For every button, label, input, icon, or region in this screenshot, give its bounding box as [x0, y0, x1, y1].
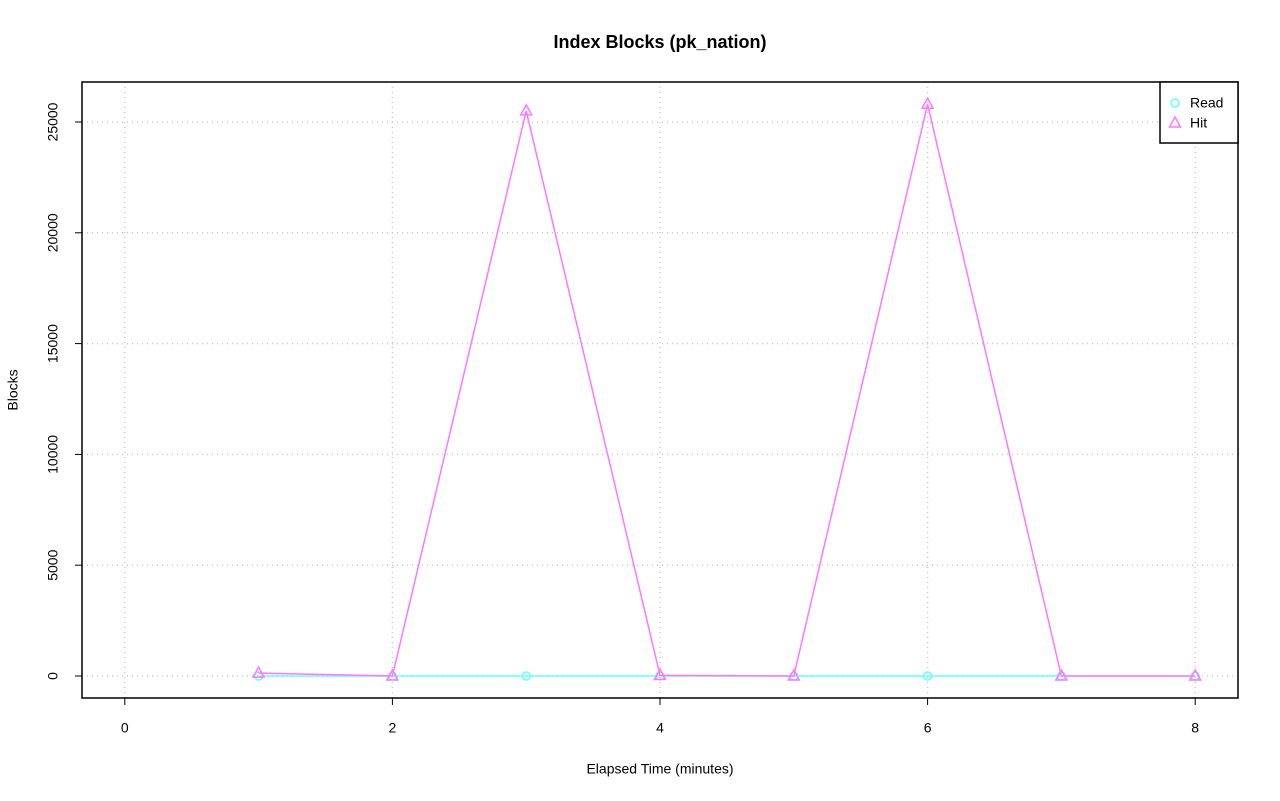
marker — [253, 671, 264, 681]
legend-label: Hit — [1190, 115, 1207, 131]
x-axis-label: Elapsed Time (minutes) — [586, 761, 733, 777]
marker — [1054, 668, 1069, 681]
y-tick-label: 0 — [45, 672, 61, 680]
plot-frame — [81, 81, 1239, 699]
marker — [385, 668, 400, 681]
y-tick-label: 25000 — [45, 102, 61, 141]
chart-title: Index Blocks (pk_nation) — [553, 32, 766, 52]
marker — [1170, 98, 1180, 108]
marker — [521, 671, 531, 681]
y-tick-label: 5000 — [45, 549, 61, 580]
x-tick-label: 2 — [389, 720, 397, 736]
marker — [1188, 668, 1202, 681]
y-tick-label: 15000 — [45, 324, 61, 363]
x-tick-label: 0 — [121, 720, 129, 736]
y-tick-label: 10000 — [45, 435, 61, 474]
marker — [1168, 115, 1182, 128]
legend-box — [1159, 81, 1239, 144]
x-tick-label: 8 — [1191, 720, 1199, 736]
marker — [922, 671, 933, 681]
y-tick-label: 20000 — [45, 213, 61, 252]
marker — [787, 668, 801, 681]
marker — [653, 667, 667, 681]
legend-label: Read — [1190, 95, 1223, 111]
x-tick-label: 4 — [656, 720, 664, 736]
marker — [251, 665, 266, 678]
y-axis-label: Blocks — [5, 369, 21, 410]
marker — [519, 103, 533, 116]
marker — [920, 96, 935, 110]
series-line — [258, 104, 1196, 677]
x-tick-label: 6 — [924, 720, 932, 736]
